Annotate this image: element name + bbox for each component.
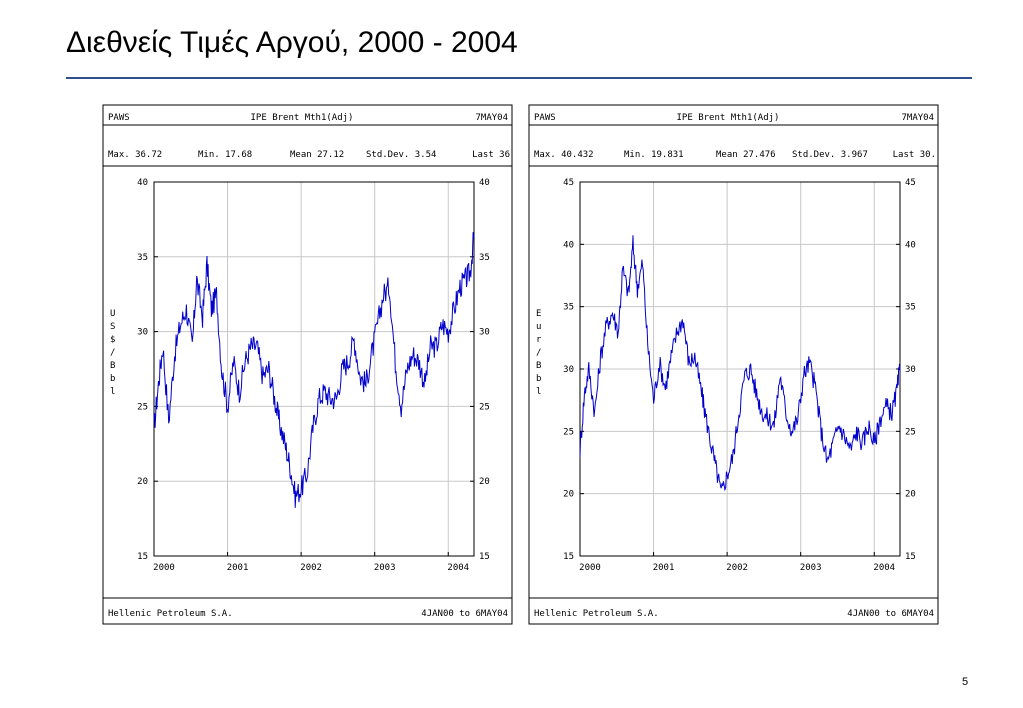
y-tick-label-right: 40 [479, 178, 490, 188]
chart-panel-eur: PAWS IPE Brent Mth1(Adj) 7MAY04 Max. 40.432… [528, 104, 948, 626]
y-tick-label-left: 30 [563, 365, 574, 375]
y-tick-label-left: 25 [137, 402, 148, 412]
title-rule [66, 77, 972, 79]
y-tick-label-left: 15 [137, 552, 148, 562]
y-tick-label-right: 25 [905, 427, 916, 437]
y-tick-label-right: 25 [479, 402, 490, 412]
panel-frame [102, 104, 513, 625]
y-tick-label-left: 25 [563, 427, 574, 437]
y-tick-label-right: 20 [905, 490, 916, 500]
y-axis-label-char: B [110, 361, 115, 371]
page-number: 5 [962, 676, 969, 688]
stat-last: Last 30. [893, 150, 936, 160]
y-tick-label-right: 40 [905, 240, 916, 250]
y-tick-label-right: 15 [905, 552, 916, 562]
y-tick-label-left: 40 [563, 240, 574, 250]
y-axis-label-char: l [536, 387, 541, 397]
y-tick-label-left: 35 [563, 303, 574, 313]
y-tick-label-right: 35 [479, 253, 490, 263]
y-axis-label-char: S [110, 322, 115, 332]
header-right: 7MAY04 [901, 113, 934, 123]
y-tick-label-left: 45 [563, 178, 574, 188]
header-right: 7MAY04 [475, 113, 508, 123]
y-axis-label-char: U [110, 309, 115, 319]
y-tick-label-right: 30 [479, 328, 490, 338]
y-axis-label-char: / [536, 348, 541, 358]
y-axis-label-char: b [110, 374, 115, 384]
x-tick-label: 2002 [300, 563, 322, 573]
x-tick-label: 2003 [800, 563, 822, 573]
y-axis-label-char: E [536, 309, 541, 319]
y-tick-label-left: 20 [137, 477, 148, 487]
y-tick-label-left: 40 [137, 178, 148, 188]
stat-min: Min. 17.68 [198, 150, 252, 160]
y-tick-label-left: 35 [137, 253, 148, 263]
y-axis-label-char: B [536, 361, 541, 371]
y-tick-label-left: 20 [563, 490, 574, 500]
chart-eur: PAWS IPE Brent Mth1(Adj) 7MAY04 Max. 40.432… [528, 104, 939, 625]
x-tick-label: 2002 [726, 563, 748, 573]
stat-last: Last 36 [472, 150, 510, 160]
stat-stddev: Std.Dev. 3.54 [366, 150, 436, 160]
x-tick-label: 2001 [227, 563, 249, 573]
y-axis-label-char: l [110, 387, 115, 397]
plot-frame [153, 181, 475, 557]
y-axis-label-char: / [110, 348, 115, 358]
y-axis-label-char: b [536, 374, 541, 384]
x-tick-label: 2000 [153, 563, 175, 573]
y-axis-label-char: r [536, 335, 542, 345]
footer-right: 4JAN00 to 6MAY04 [421, 609, 508, 619]
footer-left: Hellenic Petroleum S.A. [108, 609, 233, 619]
footer-left: Hellenic Petroleum S.A. [534, 609, 659, 619]
x-tick-label: 2001 [653, 563, 675, 573]
y-axis-label-char: u [536, 322, 541, 332]
x-tick-label: 2003 [374, 563, 396, 573]
y-tick-label-right: 15 [479, 552, 490, 562]
chart-usd: PAWS IPE Brent Mth1(Adj) 7MAY04 Max. 36.72 M… [102, 104, 513, 625]
stat-max: Max. 36.72 [108, 150, 162, 160]
y-tick-label-right: 30 [905, 365, 916, 375]
stat-stddev: Std.Dev. 3.967 [792, 150, 868, 160]
stat-mean: Mean 27.12 [290, 150, 344, 160]
price-series-line [153, 232, 475, 508]
header-center: IPE Brent Mth1(Adj) [251, 113, 354, 123]
x-tick-label: 2004 [873, 563, 895, 573]
price-series-line [579, 235, 901, 492]
stat-max: Max. 40.432 [534, 150, 594, 160]
y-tick-label-right: 35 [905, 303, 916, 313]
header-left: PAWS [108, 113, 130, 123]
header-center: IPE Brent Mth1(Adj) [677, 113, 780, 123]
y-tick-label-right: 20 [479, 477, 490, 487]
slide-title: Διεθνείς Τιμές Αργού, 2000 - 2004 [66, 26, 518, 59]
y-tick-label-right: 45 [905, 178, 916, 188]
footer-right: 4JAN00 to 6MAY04 [847, 609, 934, 619]
x-tick-label: 2004 [447, 563, 469, 573]
header-left: PAWS [534, 113, 556, 123]
chart-panel-usd: PAWS IPE Brent Mth1(Adj) 7MAY04 Max. 36.72 M… [102, 104, 522, 626]
y-axis-label-char: $ [110, 335, 115, 345]
stat-min: Min. 19.831 [624, 150, 684, 160]
x-tick-label: 2000 [579, 563, 601, 573]
y-tick-label-left: 15 [563, 552, 574, 562]
y-tick-label-left: 30 [137, 328, 148, 338]
panel-frame [528, 104, 939, 625]
stat-mean: Mean 27.476 [716, 150, 776, 160]
